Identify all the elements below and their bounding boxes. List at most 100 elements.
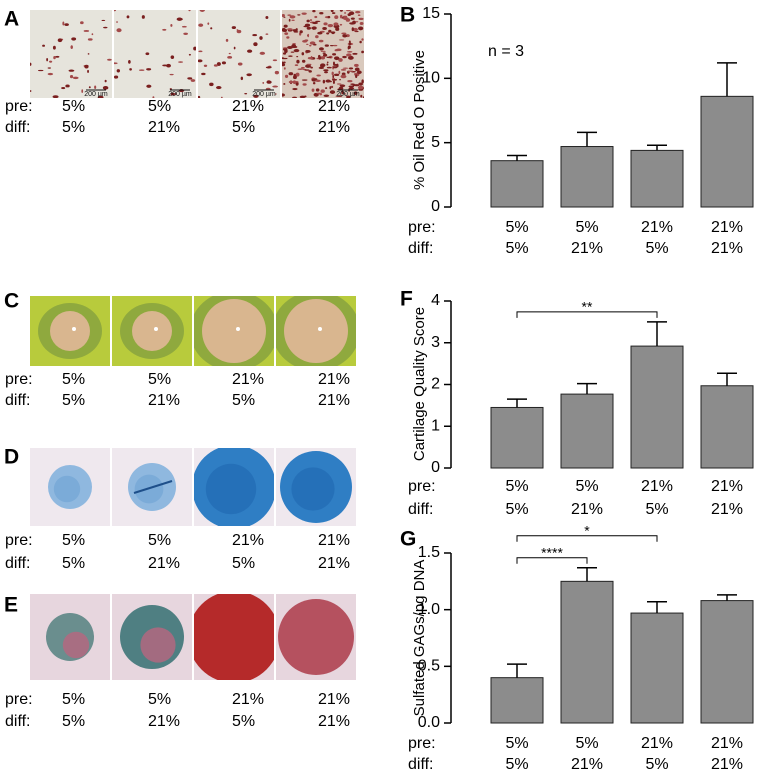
condition-label: 5%: [148, 691, 171, 708]
stain: [293, 49, 300, 53]
pellet: [278, 599, 354, 675]
highlight: [154, 327, 158, 331]
pellet: [194, 594, 274, 680]
stain: [252, 34, 258, 37]
stain: [188, 53, 191, 56]
stain: [302, 83, 307, 86]
row-label: pre:: [5, 532, 33, 549]
row-label: pre:: [408, 478, 436, 495]
stain: [296, 59, 300, 64]
stain: [323, 54, 327, 57]
x-tick-label: 5%: [575, 735, 598, 752]
stain: [166, 63, 171, 68]
stain: [87, 69, 89, 73]
stain: [225, 38, 229, 42]
image-content: [112, 594, 192, 680]
stain: [237, 62, 243, 66]
stain: [357, 14, 361, 17]
image-content: [30, 448, 110, 526]
stain: [190, 79, 196, 82]
x-tick-label: 21%: [711, 240, 743, 257]
stain: [128, 59, 131, 64]
stain: [324, 44, 329, 47]
condition-label: 5%: [232, 555, 255, 572]
stain: [334, 15, 339, 19]
stain: [141, 15, 145, 19]
bar: [630, 345, 684, 469]
stain: [267, 80, 271, 83]
stain: [312, 21, 318, 25]
stain: [346, 53, 352, 57]
stain: [333, 61, 335, 66]
stain: [306, 19, 310, 23]
y-tick-label: 1.5: [418, 544, 440, 561]
stain: [228, 52, 231, 55]
stain: [332, 74, 335, 79]
stain: [288, 18, 291, 22]
image-content: [194, 296, 274, 366]
bar: [630, 612, 684, 724]
stain: [221, 61, 226, 65]
scale-bar-label: 200 µm: [84, 91, 108, 98]
row-label: diff:: [5, 119, 31, 136]
image-content: [194, 594, 274, 680]
stain: [94, 85, 97, 89]
stain: [316, 92, 322, 95]
stain: [312, 10, 316, 13]
stain: [309, 19, 313, 21]
stain: [344, 93, 346, 95]
stain: [288, 72, 294, 76]
condition-label: 21%: [318, 691, 350, 708]
stain: [345, 10, 351, 12]
x-tick-label: 5%: [505, 478, 528, 495]
stain: [322, 79, 326, 84]
stain: [342, 55, 347, 59]
stain: [42, 44, 45, 47]
bar: [490, 160, 544, 208]
condition-label: 21%: [318, 98, 350, 115]
stain: [347, 79, 353, 83]
stain: [49, 60, 53, 63]
stain: [336, 83, 342, 85]
stain: [283, 67, 286, 70]
stain: [284, 74, 289, 78]
stain: [351, 27, 354, 32]
stain: [348, 55, 354, 60]
stain: [314, 15, 318, 19]
stain: [292, 88, 298, 91]
stain: [216, 62, 221, 66]
stain: [288, 80, 294, 84]
stain: [347, 70, 354, 72]
stain: [236, 29, 242, 34]
stain: [296, 55, 299, 58]
y-tick-label: 0: [431, 198, 440, 215]
stain: [295, 72, 300, 77]
stain: [84, 64, 89, 69]
stain: [287, 14, 292, 16]
stain: [283, 24, 288, 28]
row-label: pre:: [408, 219, 436, 236]
stain: [274, 93, 277, 95]
stain: [83, 30, 90, 32]
stain: [346, 95, 351, 98]
row-label: pre:: [408, 735, 436, 752]
stain: [362, 96, 364, 98]
stain: [272, 59, 278, 62]
x-tick-label: 21%: [711, 478, 743, 495]
condition-label: 5%: [62, 713, 85, 730]
stain: [347, 50, 353, 53]
stain: [301, 12, 307, 15]
stain: [301, 79, 308, 81]
condition-label: 21%: [232, 371, 264, 388]
stain: [323, 94, 330, 97]
stain: [312, 82, 316, 85]
condition-label: 5%: [62, 691, 85, 708]
x-tick-label: 21%: [571, 240, 603, 257]
stain: [55, 55, 60, 58]
x-tick-label: 21%: [571, 501, 603, 518]
stain: [178, 61, 184, 63]
stain: [284, 32, 289, 35]
stain: [352, 52, 358, 55]
pellet-core: [205, 463, 257, 515]
stain: [348, 40, 351, 43]
